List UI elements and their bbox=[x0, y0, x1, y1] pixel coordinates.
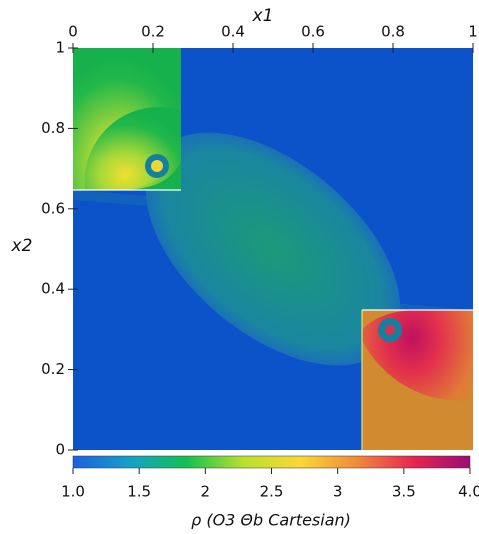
x-tick-label: 0.8 bbox=[381, 23, 405, 41]
y-tick-label: 0 bbox=[55, 441, 65, 459]
y-tick-label: 0.4 bbox=[41, 280, 65, 298]
colorbar-tick-label: 3.5 bbox=[392, 483, 416, 501]
field-image bbox=[73, 48, 473, 450]
y-tick-label: 0.2 bbox=[41, 360, 65, 378]
y-tick-label: 0.8 bbox=[41, 119, 65, 137]
colorbar-tick-label: 3 bbox=[333, 483, 343, 501]
x-tick-label: 0.4 bbox=[221, 23, 245, 41]
colorbar-label: ρ (O3 Θb Cartesian) bbox=[191, 511, 351, 530]
colorbar-tick-label: 1.5 bbox=[127, 483, 151, 501]
x-tick-label: 1 bbox=[468, 23, 478, 41]
y-tick-label: 0.6 bbox=[41, 199, 65, 217]
colorbar-tick-label: 4.0 bbox=[458, 483, 479, 501]
colorbar-tick-label: 2.5 bbox=[260, 483, 284, 501]
colorbar-tick-label: 1.0 bbox=[61, 483, 85, 501]
y-axis-label: x2 bbox=[11, 236, 33, 256]
x-tick-label: 0.2 bbox=[141, 23, 165, 41]
y-tick-label: 1 bbox=[55, 39, 65, 57]
colorbar bbox=[72, 455, 471, 469]
x-axis-label: x1 bbox=[252, 6, 274, 26]
x-tick-label: 0 bbox=[68, 23, 78, 41]
x-tick-label: 0.6 bbox=[301, 23, 325, 41]
colorbar-tick-label: 2 bbox=[201, 483, 211, 501]
